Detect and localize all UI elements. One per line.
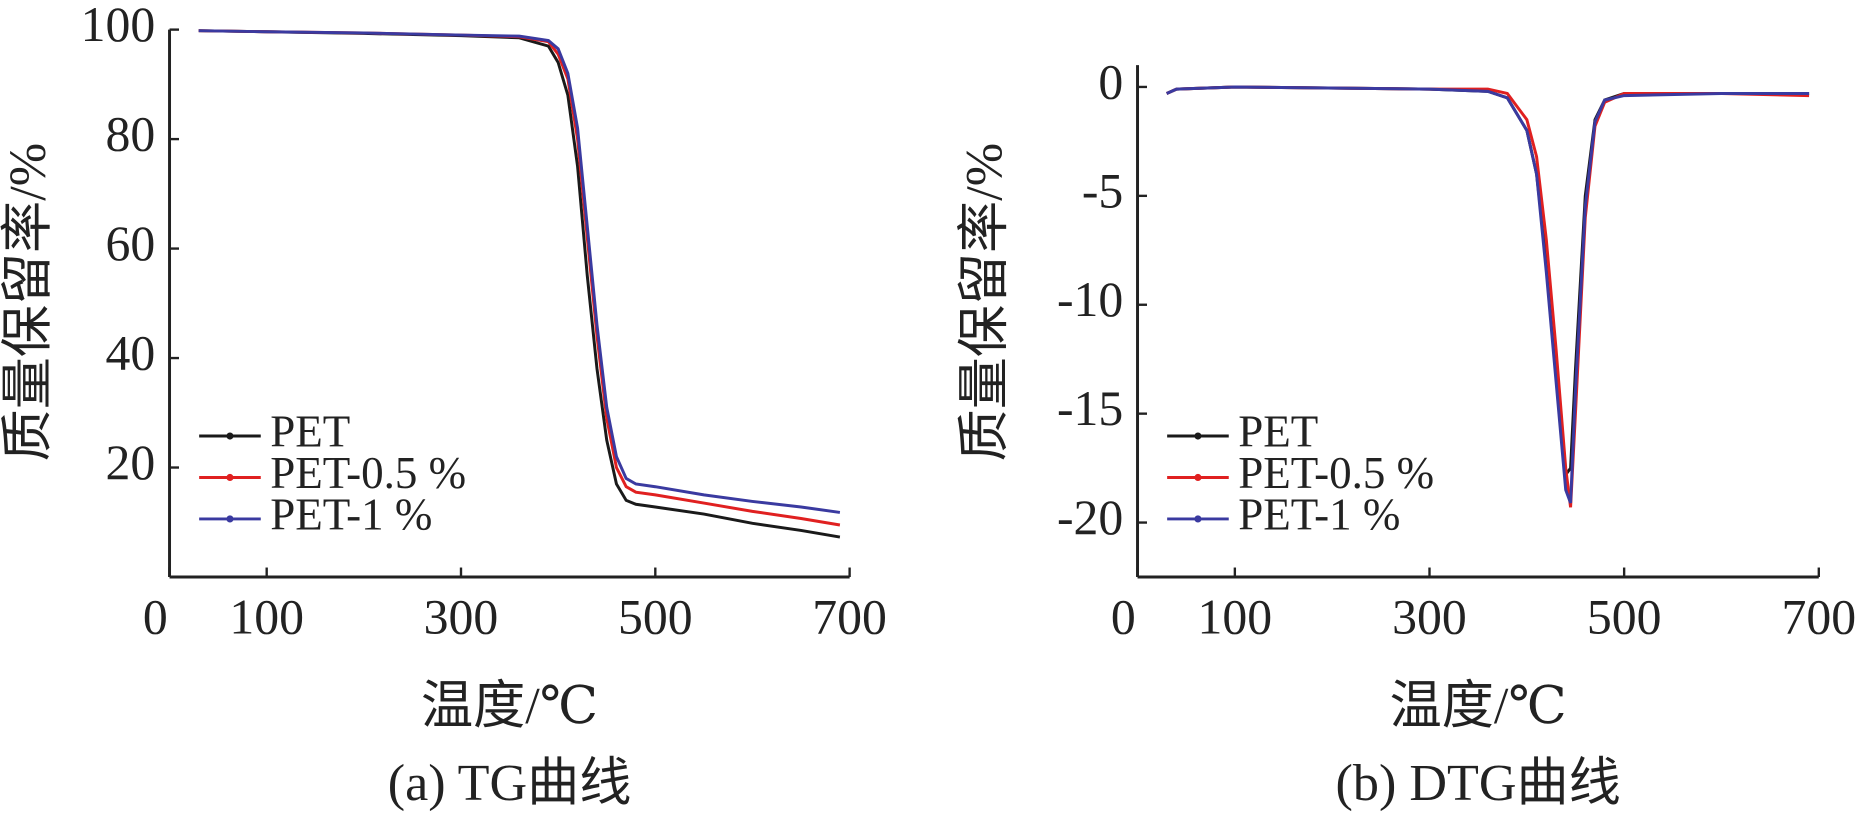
x-tick-label: 100 <box>229 589 304 644</box>
y-axis-label: 质量保留率/% <box>0 143 57 462</box>
y-tick-label: 40 <box>106 325 156 380</box>
y-tick-label: -5 <box>1082 163 1123 218</box>
legend-label: PET-0.5 % <box>270 448 466 498</box>
legend-marker <box>226 432 234 440</box>
legend-label: PET-1 % <box>270 489 432 539</box>
y-tick-label: 60 <box>106 216 156 271</box>
legend-marker <box>1194 473 1202 482</box>
y-tick-label: 0 <box>1098 54 1123 109</box>
x-axis-label: 温度/℃ <box>421 678 598 735</box>
legend-label: PET <box>1238 406 1318 456</box>
y-tick-label: -20 <box>1057 490 1123 545</box>
series-line <box>1166 85 1810 504</box>
x-tick-label: 500 <box>618 589 693 644</box>
legend-marker <box>226 473 234 482</box>
x-tick-label: 700 <box>1781 589 1856 644</box>
caption: (a) TG曲线 <box>388 755 632 812</box>
series-line <box>198 29 841 514</box>
x-tick-label: 500 <box>1587 589 1662 644</box>
legend-label: PET-0.5 % <box>1238 448 1434 498</box>
y-tick-label: 100 <box>81 0 156 52</box>
caption: (b) DTG曲线 <box>1336 755 1621 812</box>
legend-marker <box>1194 432 1202 440</box>
legend-label: PET <box>270 406 350 456</box>
y-tick-label: 20 <box>106 435 156 490</box>
x-tick-label: 300 <box>424 589 499 644</box>
y-tick-label: -15 <box>1057 381 1123 436</box>
legend-label: PET-1 % <box>1238 489 1400 539</box>
x-tick-label: 0 <box>143 589 168 644</box>
x-axis-label: 温度/℃ <box>1390 678 1567 735</box>
y-axis-label: 质量保留率/% <box>956 143 1013 462</box>
y-tick-label: -10 <box>1057 272 1123 327</box>
x-tick-label: 100 <box>1198 589 1273 644</box>
x-tick-label: 700 <box>812 589 887 644</box>
legend-marker <box>226 515 234 523</box>
x-tick-label: 0 <box>1111 589 1136 644</box>
legend-marker <box>1194 515 1202 523</box>
y-tick-label: 80 <box>106 107 156 162</box>
x-tick-label: 300 <box>1392 589 1467 644</box>
